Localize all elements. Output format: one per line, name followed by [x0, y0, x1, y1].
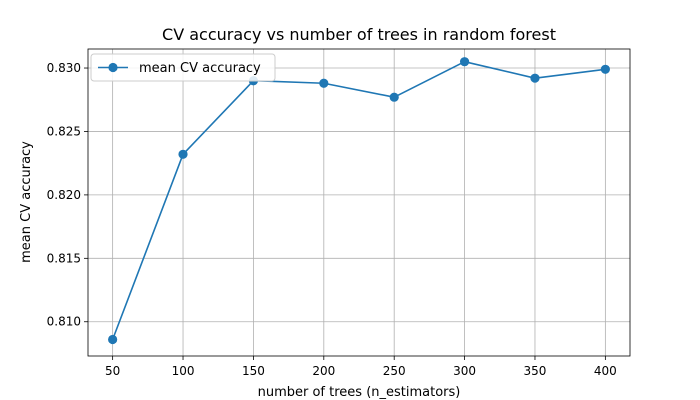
chart-title: CV accuracy vs number of trees in random…	[162, 25, 556, 44]
y-tick-label: 0.810	[47, 315, 81, 329]
data-point	[530, 73, 540, 83]
y-tick-label: 0.815	[47, 251, 81, 265]
x-tick-label: 250	[383, 364, 406, 378]
data-point	[600, 64, 610, 74]
data-point	[319, 78, 329, 88]
y-axis-label: mean CV accuracy	[19, 141, 34, 263]
data-point	[389, 92, 399, 102]
data-point	[178, 149, 188, 159]
x-tick-label: 350	[524, 364, 547, 378]
y-axis: 0.810 0.815 0.820 0.825 0.830	[47, 61, 88, 329]
series-line	[111, 60, 606, 340]
series-layer	[108, 57, 610, 345]
legend-entry-label: mean CV accuracy	[139, 61, 261, 76]
data-point	[459, 57, 470, 67]
x-tick-label: 300	[453, 364, 476, 378]
plot-frame	[87, 48, 631, 357]
x-tick-label: 100	[172, 364, 195, 378]
legend-marker-swatch	[108, 62, 118, 73]
x-tick-label: 150	[242, 364, 265, 378]
grid	[88, 49, 630, 356]
y-tick-label: 0.825	[47, 124, 81, 138]
legend: mean CV accuracy	[90, 53, 276, 82]
data-point	[108, 334, 118, 345]
x-tick-label: 50	[105, 364, 120, 378]
x-axis-label: number of trees (n_estimators)	[258, 385, 461, 400]
y-tick-label: 0.830	[47, 61, 81, 75]
y-tick-label: 0.820	[47, 188, 81, 202]
legend-box	[90, 53, 276, 82]
x-tick-label: 400	[594, 364, 617, 378]
x-axis: 50 100 150 200 250 300 350 400	[105, 356, 617, 378]
x-tick-label: 200	[312, 364, 335, 378]
